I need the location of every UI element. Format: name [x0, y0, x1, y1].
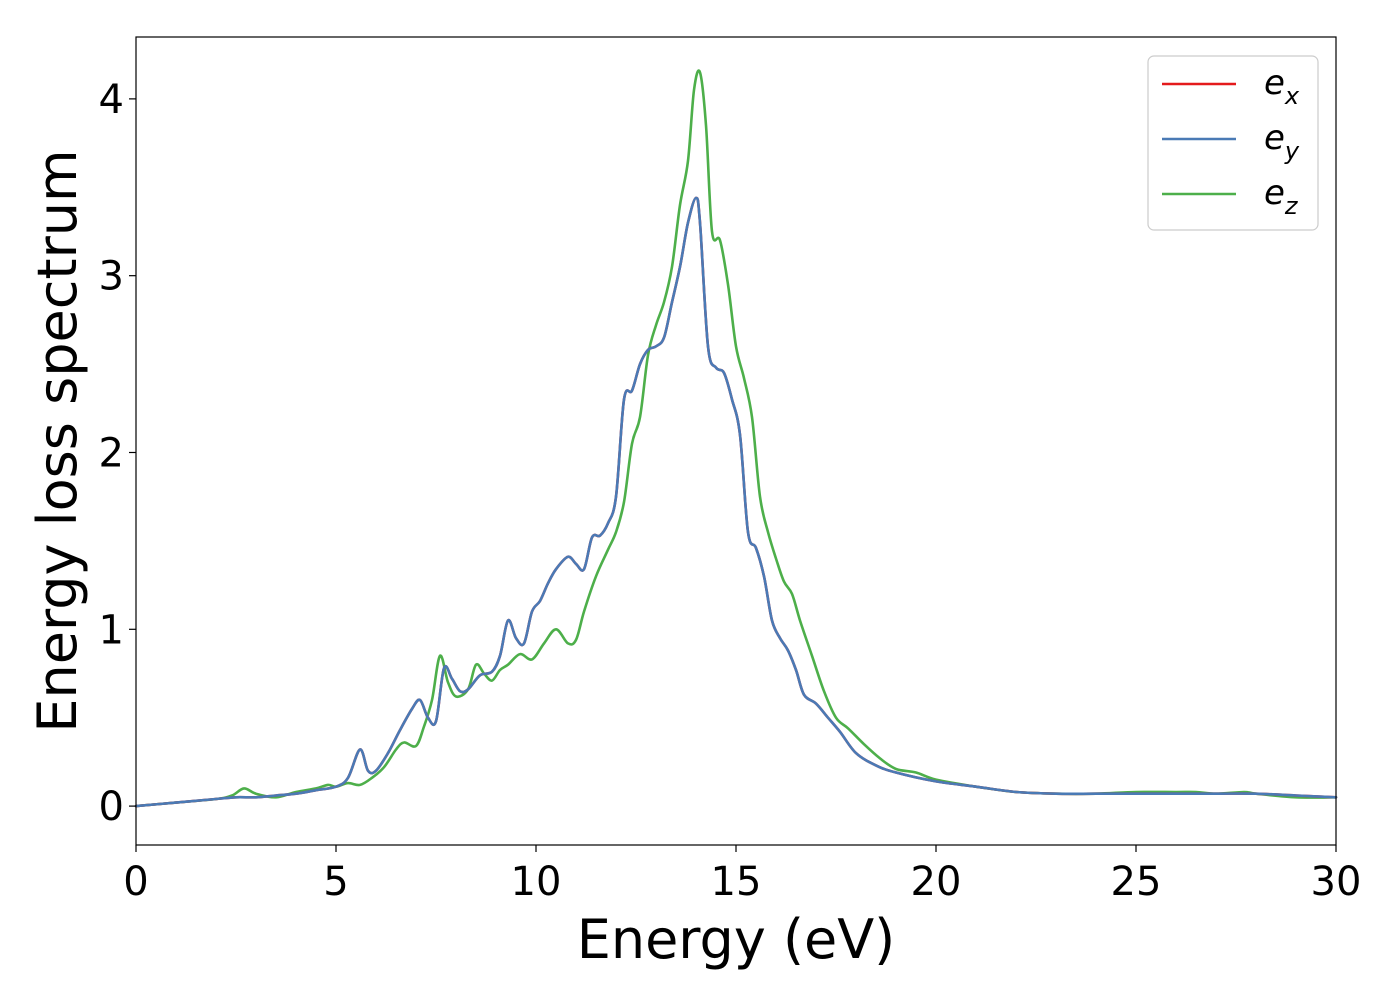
series-layer: [134, 69, 1338, 808]
y-tick-label: 1: [99, 607, 124, 653]
legend-label-e-y: ey: [1264, 118, 1300, 165]
y-axis-label: Energy loss spectrum: [26, 149, 89, 732]
legend-label-e-z: ez: [1264, 173, 1299, 220]
y-tick-label: 4: [99, 77, 124, 123]
x-axis-ticks: 0 5 10 15 20 25 30: [123, 845, 1361, 905]
legend-label-base: e: [1264, 63, 1285, 103]
x-tick-label: 5: [323, 859, 348, 905]
legend-box: [1147, 55, 1319, 231]
legend-label-subscript: y: [1284, 137, 1300, 165]
x-axis-label: Energy (eV): [577, 908, 896, 971]
x-tick-label: 25: [1111, 859, 1162, 905]
plot-area: [136, 37, 1336, 845]
legend-label-base: e: [1264, 118, 1285, 158]
x-tick-label: 0: [123, 859, 148, 905]
x-tick-label: 15: [711, 859, 762, 905]
legend-label-subscript: z: [1284, 192, 1299, 220]
x-tick-label: 10: [511, 859, 562, 905]
y-axis-ticks: 0 1 2 3 4: [99, 77, 136, 830]
series-line-e-y: [134, 196, 1338, 808]
legend-label-e-x: ex: [1264, 63, 1300, 110]
legend-label-base: e: [1264, 173, 1285, 213]
y-tick-label: 0: [99, 784, 124, 830]
y-tick-label: 2: [99, 430, 124, 476]
y-tick-label: 3: [99, 254, 124, 300]
x-tick-label: 30: [1311, 859, 1362, 905]
series-line-e-z: [134, 69, 1338, 808]
legend-label-subscript: x: [1284, 82, 1300, 110]
x-tick-label: 20: [911, 859, 962, 905]
